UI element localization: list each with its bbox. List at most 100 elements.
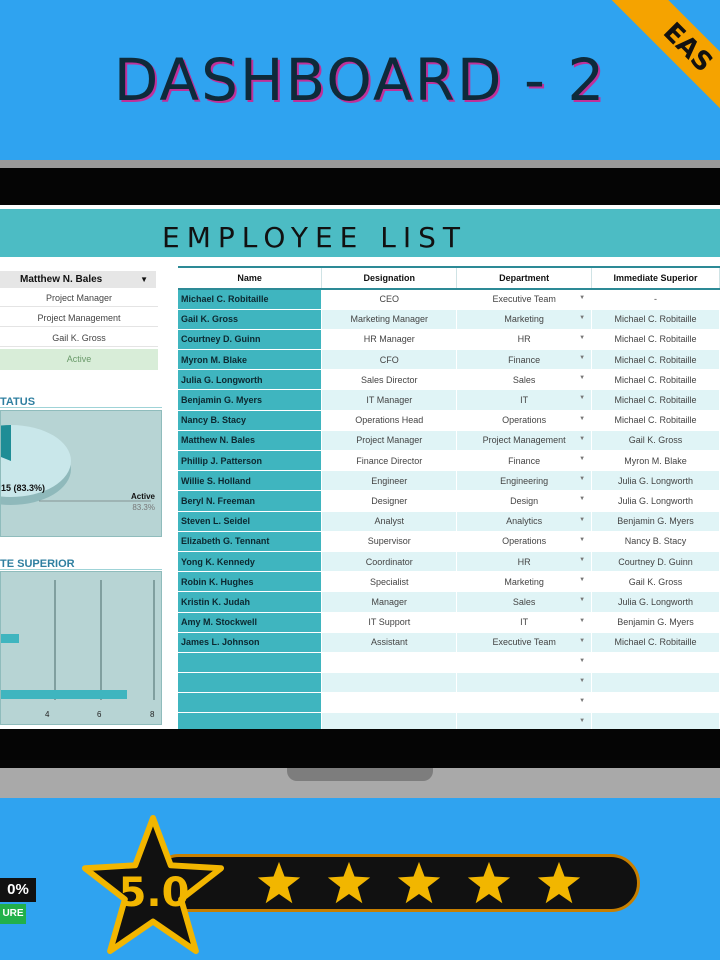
cell-designation[interactable] — [321, 672, 458, 694]
cell-department[interactable]: IT ▼ — [456, 612, 593, 633]
cell-superior[interactable]: Benjamin G. Myers — [591, 511, 720, 532]
dropdown-caret-icon[interactable]: ▼ — [579, 456, 586, 462]
dropdown-caret-icon[interactable]: ▼ — [579, 617, 586, 624]
cell-designation[interactable]: Engineer — [321, 470, 458, 492]
dropdown-caret-icon[interactable]: ▼ — [579, 657, 586, 664]
cell-name[interactable]: Julia G. Longworth — [178, 369, 323, 391]
cell-department[interactable]: ▼ — [456, 692, 593, 714]
cell-superior[interactable]: - — [591, 289, 720, 310]
cell-designation[interactable]: Marketing Manager — [321, 309, 458, 330]
cell-designation[interactable]: Analyst — [321, 511, 458, 532]
column-header-designation[interactable]: Designation — [321, 266, 458, 290]
cell-department[interactable]: ▼ — [456, 652, 593, 674]
cell-name[interactable]: Kristin K. Judah — [178, 591, 323, 613]
column-header-superior[interactable]: Immediate Superior — [591, 266, 720, 290]
cell-designation[interactable]: Assistant — [321, 632, 458, 653]
cell-department[interactable]: ▼ — [456, 672, 593, 694]
cell-name[interactable] — [178, 692, 323, 714]
cell-designation[interactable]: Operations Head — [321, 410, 458, 431]
cell-superior[interactable] — [591, 652, 720, 674]
cell-department[interactable]: IT ▼ — [456, 389, 593, 411]
cell-superior[interactable]: Michael C. Robitaille — [591, 349, 720, 371]
cell-name[interactable]: Yong K. Kennedy — [178, 551, 323, 573]
cell-superior[interactable]: Benjamin G. Myers — [591, 612, 720, 633]
cell-superior[interactable]: Courtney D. Guinn — [591, 551, 720, 573]
cell-superior[interactable] — [591, 712, 720, 729]
cell-department[interactable]: Executive Team ▼ — [456, 289, 593, 310]
cell-designation[interactable]: IT Support — [321, 612, 458, 633]
dropdown-caret-icon[interactable]: ▼ — [140, 275, 148, 284]
dropdown-caret-icon[interactable]: ▼ — [579, 295, 586, 301]
cell-superior[interactable]: Julia G. Longworth — [591, 490, 720, 512]
dropdown-caret-icon[interactable]: ▼ — [579, 375, 586, 382]
cell-superior[interactable]: Michael C. Robitaille — [591, 369, 720, 391]
dropdown-caret-icon[interactable]: ▼ — [579, 597, 586, 604]
cell-superior[interactable]: Julia G. Longworth — [591, 591, 720, 613]
dropdown-caret-icon[interactable]: ▼ — [579, 314, 586, 321]
cell-name[interactable] — [178, 652, 323, 674]
dropdown-caret-icon[interactable]: ▼ — [579, 415, 586, 422]
cell-department[interactable]: Sales ▼ — [456, 591, 593, 613]
cell-superior[interactable]: Michael C. Robitaille — [591, 309, 720, 330]
cell-designation[interactable]: Coordinator — [321, 551, 458, 573]
cell-department[interactable]: Project Management ▼ — [456, 430, 593, 452]
cell-designation[interactable]: Designer — [321, 490, 458, 512]
cell-superior[interactable]: Gail K. Gross — [591, 430, 720, 452]
cell-designation[interactable] — [321, 692, 458, 714]
dropdown-caret-icon[interactable]: ▼ — [579, 355, 586, 362]
cell-department[interactable]: HR ▼ — [456, 329, 593, 351]
cell-name[interactable]: Courtney D. Guinn — [178, 329, 323, 351]
cell-department[interactable]: Sales ▼ — [456, 369, 593, 391]
cell-department[interactable]: HR ▼ — [456, 551, 593, 573]
dropdown-caret-icon[interactable]: ▼ — [579, 556, 586, 563]
cell-superior[interactable]: Michael C. Robitaille — [591, 410, 720, 431]
cell-department[interactable]: Finance ▼ — [456, 349, 593, 371]
cell-name[interactable]: Amy M. Stockwell — [178, 612, 323, 633]
cell-name[interactable] — [178, 672, 323, 694]
dropdown-caret-icon[interactable]: ▼ — [579, 496, 586, 503]
dropdown-caret-icon[interactable]: ▼ — [579, 395, 586, 402]
dropdown-caret-icon[interactable]: ▼ — [579, 698, 586, 705]
dropdown-caret-icon[interactable]: ▼ — [579, 476, 586, 483]
cell-name[interactable]: Myron M. Blake — [178, 349, 323, 371]
cell-designation[interactable]: Project Manager — [321, 430, 458, 452]
employee-select[interactable]: Matthew N. Bales ▼ — [0, 271, 156, 288]
cell-designation[interactable]: Manager — [321, 591, 458, 613]
dropdown-caret-icon[interactable]: ▼ — [579, 435, 586, 442]
cell-superior[interactable]: Gail K. Gross — [591, 571, 720, 593]
cell-name[interactable]: Gail K. Gross — [178, 309, 323, 330]
cell-designation[interactable] — [321, 652, 458, 674]
cell-designation[interactable]: Supervisor — [321, 531, 458, 552]
cell-designation[interactable]: Finance Director — [321, 450, 458, 472]
dropdown-caret-icon[interactable]: ▼ — [579, 334, 586, 341]
cell-department[interactable]: Marketing ▼ — [456, 571, 593, 593]
cell-department[interactable]: Analytics ▼ — [456, 511, 593, 532]
cell-designation[interactable] — [321, 712, 458, 729]
dropdown-caret-icon[interactable]: ▼ — [579, 718, 586, 725]
cell-superior[interactable] — [591, 692, 720, 714]
cell-name[interactable]: Willie S. Holland — [178, 470, 323, 492]
cell-superior[interactable]: Julia G. Longworth — [591, 470, 720, 492]
cell-name[interactable]: Beryl N. Freeman — [178, 490, 323, 512]
cell-name[interactable]: Benjamin G. Myers — [178, 389, 323, 411]
cell-designation[interactable]: Sales Director — [321, 369, 458, 391]
dropdown-caret-icon[interactable]: ▼ — [579, 536, 586, 543]
cell-department[interactable]: Engineering ▼ — [456, 470, 593, 492]
cell-superior[interactable]: Myron M. Blake — [591, 450, 720, 472]
cell-name[interactable]: James L. Johnson — [178, 632, 323, 653]
cell-name[interactable] — [178, 712, 323, 729]
cell-designation[interactable]: CEO — [321, 289, 458, 310]
cell-department[interactable]: Finance ▼ — [456, 450, 593, 472]
cell-designation[interactable]: Specialist — [321, 571, 458, 593]
cell-designation[interactable]: CFO — [321, 349, 458, 371]
cell-name[interactable]: Nancy B. Stacy — [178, 410, 323, 431]
cell-department[interactable]: ▼ — [456, 712, 593, 729]
cell-department[interactable]: Executive Team ▼ — [456, 632, 593, 653]
dropdown-caret-icon[interactable]: ▼ — [579, 637, 586, 644]
column-header-department[interactable]: Department — [456, 266, 593, 290]
cell-name[interactable]: Robin K. Hughes — [178, 571, 323, 593]
cell-superior[interactable]: Michael C. Robitaille — [591, 632, 720, 653]
cell-name[interactable]: Elizabeth G. Tennant — [178, 531, 323, 552]
cell-designation[interactable]: HR Manager — [321, 329, 458, 351]
cell-superior[interactable]: Nancy B. Stacy — [591, 531, 720, 552]
